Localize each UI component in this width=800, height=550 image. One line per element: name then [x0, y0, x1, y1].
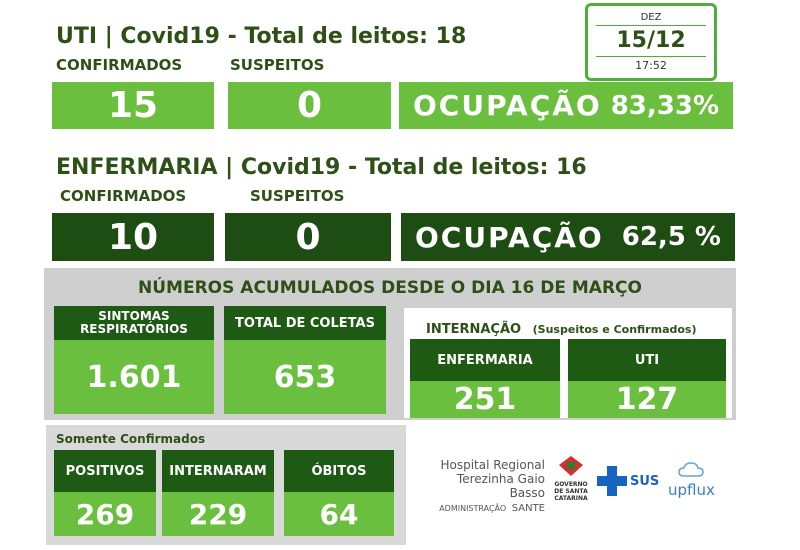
- santa-catarina-emblem-icon: [559, 456, 583, 476]
- santa-catarina-logo: GOVERNO DE SANTA CATARINA: [550, 455, 592, 502]
- confirmados-heading: Somente Confirmados: [56, 432, 206, 446]
- positivos-label: POSITIVOS: [54, 450, 156, 492]
- internacao-title: INTERNAÇÃO: [426, 322, 522, 337]
- internacao-label: INTERNAÇÃO (Suspeitos e Confirmados): [426, 318, 697, 337]
- uti-ocupacao-label: OCUPAÇÃO: [413, 89, 602, 122]
- sintomas-value: 1.601: [54, 340, 214, 414]
- internaram-card: INTERNARAM 229: [162, 450, 274, 536]
- internaram-value: 229: [162, 492, 274, 536]
- positivos-card: POSITIVOS 269: [54, 450, 156, 536]
- enfermaria-suspeitos-value: 0: [225, 213, 391, 261]
- enfermaria-confirmados-label: CONFIRMADOS: [60, 187, 187, 205]
- acumulados-heading: NÚMEROS ACUMULADOS DESDE O DIA 16 DE MAR…: [138, 278, 642, 298]
- internacao-enfermaria-card: ENFERMARIA 251: [410, 339, 560, 418]
- upflux-logo: upflux: [668, 462, 715, 498]
- date-day: 15/12: [616, 28, 686, 53]
- enfermaria-suspeitos-label: SUSPEITOS: [250, 187, 345, 205]
- uti-suspeitos-value: 0: [228, 82, 391, 129]
- date-time: 17:52: [635, 59, 667, 72]
- coletas-value: 653: [224, 340, 386, 414]
- internaram-label: INTERNARAM: [162, 450, 274, 492]
- coletas-card: TOTAL DE COLETAS 653: [224, 306, 386, 414]
- uti-suspeitos-label: SUSPEITOS: [230, 56, 325, 74]
- sintomas-label: SINTOMAS RESPIRATÓRIOS: [54, 306, 214, 340]
- sus-logo: SUS: [597, 466, 659, 496]
- uti-confirmados-label: CONFIRMADOS: [56, 56, 183, 74]
- date-month: DEZ: [640, 12, 662, 23]
- hospital-logo: Hospital Regional Terezinha Gaio Basso A…: [420, 458, 545, 514]
- uti-ocupacao-value: 83,33%: [610, 90, 719, 121]
- enfermaria-confirmados-value: 10: [52, 213, 214, 261]
- gov-line3: CATARINA: [554, 495, 588, 502]
- positivos-value: 269: [54, 492, 156, 536]
- internacao-uti-label: UTI: [568, 339, 726, 381]
- date-box: DEZ 15/12 17:52: [585, 3, 717, 81]
- admin-label: ADMINISTRAÇÃO: [439, 504, 507, 513]
- upflux-cloud-icon: [678, 462, 705, 477]
- sus-cross-icon: [597, 466, 627, 496]
- gov-line1: GOVERNO: [554, 481, 588, 488]
- coletas-label: TOTAL DE COLETAS: [224, 306, 386, 340]
- enfermaria-ocupacao-label: OCUPAÇÃO: [415, 220, 604, 254]
- sintomas-card: SINTOMAS RESPIRATÓRIOS 1.601: [54, 306, 214, 414]
- enfermaria-ocupacao-box: OCUPAÇÃO 62,5 %: [401, 213, 735, 261]
- gov-line2: DE SANTA: [554, 488, 588, 495]
- enfermaria-title: ENFERMARIA | Covid19 - Total de leitos: …: [56, 155, 587, 180]
- uti-ocupacao-box: OCUPAÇÃO 83,33%: [399, 82, 733, 129]
- uti-title: UTI | Covid19 - Total de leitos: 18: [56, 24, 467, 49]
- upflux-text: upflux: [668, 481, 715, 499]
- hospital-name-line1: Hospital Regional: [440, 458, 545, 472]
- obitos-label: ÓBITOS: [284, 450, 394, 492]
- admin-name: SANTE: [511, 503, 545, 514]
- sus-text: SUS: [630, 473, 660, 489]
- obitos-value: 64: [284, 492, 394, 536]
- internacao-uti-card: UTI 127: [568, 339, 726, 418]
- uti-confirmados-value: 15: [52, 82, 214, 129]
- enfermaria-ocupacao-value: 62,5 %: [621, 222, 721, 252]
- internacao-enfermaria-value: 251: [410, 381, 560, 418]
- internacao-enfermaria-label: ENFERMARIA: [410, 339, 560, 381]
- obitos-card: ÓBITOS 64: [284, 450, 394, 536]
- hospital-name-line2: Terezinha Gaio Basso: [456, 472, 545, 500]
- internacao-subtitle: (Suspeitos e Confirmados): [532, 323, 697, 336]
- internacao-uti-value: 127: [568, 381, 726, 418]
